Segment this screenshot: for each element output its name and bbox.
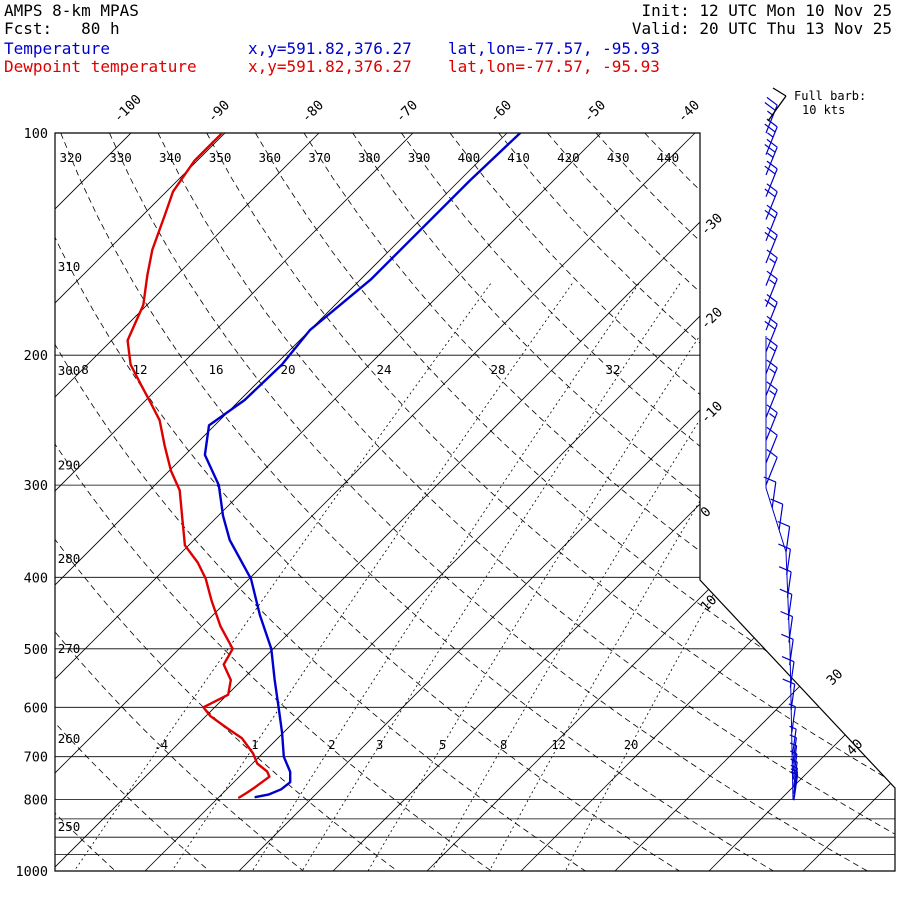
svg-text:10: 10 <box>698 592 721 615</box>
svg-text:600: 600 <box>24 700 48 716</box>
wind-barbs <box>763 96 799 801</box>
temperature-legend-label: Temperature <box>4 39 110 58</box>
svg-text:290: 290 <box>58 457 81 472</box>
model-title: AMPS 8-km MPAS <box>4 1 139 20</box>
dewpoint-latlon: lat,lon=-77.57, -95.93 <box>448 57 660 76</box>
svg-text:320: 320 <box>60 150 83 165</box>
svg-text:1000: 1000 <box>15 864 48 880</box>
grid-lines <box>55 133 895 871</box>
svg-text:10 kts: 10 kts <box>802 103 845 117</box>
dewpoint-legend-label: Dewpoint temperature <box>4 57 197 76</box>
svg-text:-50: -50 <box>581 97 610 126</box>
svg-text:330: 330 <box>109 150 132 165</box>
svg-text:Full barb:: Full barb: <box>794 89 866 103</box>
valid-time: Valid: 20 UTC Thu 13 Nov 25 <box>631 19 892 38</box>
svg-text:300: 300 <box>24 478 48 494</box>
svg-text:390: 390 <box>408 150 431 165</box>
svg-text:16: 16 <box>208 362 223 377</box>
svg-text:40: 40 <box>844 736 867 759</box>
svg-text:1: 1 <box>251 738 258 752</box>
forecast-hour: Fcst: 80 h <box>4 19 120 38</box>
svg-text:3: 3 <box>376 738 383 752</box>
svg-text:30: 30 <box>824 666 847 689</box>
svg-text:-60: -60 <box>487 97 516 126</box>
svg-text:380: 380 <box>358 150 381 165</box>
svg-text:-30: -30 <box>698 210 727 239</box>
svg-text:350: 350 <box>209 150 232 165</box>
svg-text:24: 24 <box>376 362 391 377</box>
svg-text:-40: -40 <box>675 97 704 126</box>
svg-text:400: 400 <box>24 570 48 586</box>
svg-text:-80: -80 <box>299 97 328 126</box>
svg-text:280: 280 <box>58 551 81 566</box>
svg-text:400: 400 <box>458 150 481 165</box>
svg-text:2: 2 <box>328 738 335 752</box>
dry-adiabats <box>55 133 895 871</box>
svg-text:300: 300 <box>58 363 81 378</box>
svg-text:440: 440 <box>657 150 680 165</box>
svg-text:32: 32 <box>605 362 620 377</box>
svg-text:20: 20 <box>280 362 295 377</box>
svg-text:-70: -70 <box>393 97 422 126</box>
mixing-ratio-lines <box>66 283 895 871</box>
svg-text:420: 420 <box>557 150 580 165</box>
svg-text:360: 360 <box>259 150 282 165</box>
temperature-xy: x,y=591.82,376.27 <box>248 39 412 58</box>
axis-labels: 100 200 300 400 500 600 700 800 1000 -100 -90 -80 -7… <box>15 92 866 880</box>
svg-text:-10: -10 <box>698 398 727 427</box>
svg-text:800: 800 <box>24 793 48 809</box>
full-barb-icon <box>767 87 787 122</box>
dewpoint-xy: x,y=591.82,376.27 <box>248 57 412 76</box>
svg-text:700: 700 <box>24 750 48 766</box>
svg-text:200: 200 <box>24 348 48 364</box>
svg-text:310: 310 <box>58 259 81 274</box>
svg-text:-20: -20 <box>698 304 727 333</box>
svg-text:500: 500 <box>24 642 48 658</box>
temperature-curve <box>203 133 522 799</box>
svg-text:12: 12 <box>551 738 565 752</box>
svg-text:5: 5 <box>439 738 446 752</box>
svg-text:.4: .4 <box>154 738 168 752</box>
svg-text:8: 8 <box>500 738 507 752</box>
svg-text:410: 410 <box>507 150 530 165</box>
svg-text:430: 430 <box>607 150 630 165</box>
svg-text:250: 250 <box>58 819 81 834</box>
svg-text:260: 260 <box>58 731 81 746</box>
svg-text:28: 28 <box>490 362 505 377</box>
svg-text:-90: -90 <box>205 97 234 126</box>
init-time: Init: 12 UTC Mon 10 Nov 25 <box>641 1 892 20</box>
svg-text:8: 8 <box>81 362 89 377</box>
temperature-latlon: lat,lon=-77.57, -95.93 <box>448 39 660 58</box>
svg-text:370: 370 <box>308 150 331 165</box>
plot-border <box>54 132 896 872</box>
svg-text:100: 100 <box>24 126 48 142</box>
svg-text:-100: -100 <box>111 92 145 126</box>
dewpoint-curve <box>126 133 271 799</box>
svg-text:270: 270 <box>58 641 81 656</box>
barb-legend: Full barb:10 kts <box>767 87 866 122</box>
svg-text:340: 340 <box>159 150 182 165</box>
svg-text:20: 20 <box>624 738 638 752</box>
